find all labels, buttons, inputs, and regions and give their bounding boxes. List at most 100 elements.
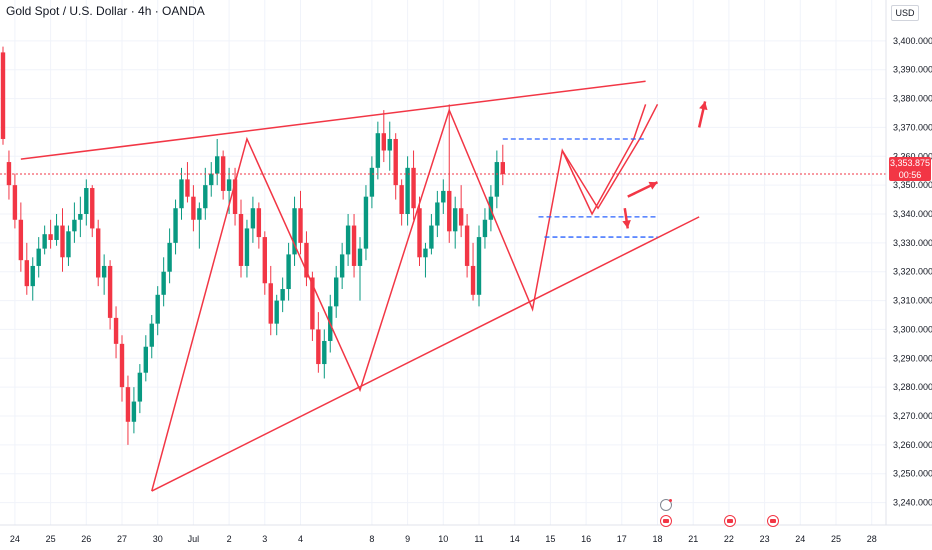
time-tick-label: 30 xyxy=(153,534,163,544)
candle-body xyxy=(84,188,89,214)
candle-body xyxy=(209,173,214,186)
candle-body xyxy=(66,231,71,258)
candle-body xyxy=(12,185,18,220)
candle-body xyxy=(155,294,160,324)
candle-body xyxy=(411,167,416,209)
candle-body xyxy=(250,208,256,229)
price-tick-label: 3,350.000 xyxy=(893,180,932,190)
time-tick-label: 9 xyxy=(405,534,410,544)
candle-body xyxy=(441,190,446,203)
currency-label[interactable]: USD xyxy=(891,5,919,21)
price-axis[interactable]: 3,240.000 3,250.000 3,260.000 3,270.000 3,28… xyxy=(893,36,932,508)
bolt-event-icon[interactable] xyxy=(660,499,672,511)
candle-body xyxy=(203,185,208,209)
candle-body xyxy=(90,188,95,229)
candle-body xyxy=(470,265,476,295)
arrow-down-head[interactable] xyxy=(622,219,631,229)
candle-body xyxy=(96,228,101,278)
candle-body xyxy=(334,277,339,307)
arrow-down-right-head[interactable] xyxy=(648,181,658,190)
time-tick-label: 14 xyxy=(510,534,520,544)
candle-body xyxy=(161,271,166,295)
grid-lines xyxy=(0,0,886,525)
candle-body xyxy=(54,225,59,240)
price-tick-label: 3,280.000 xyxy=(893,382,932,392)
symbol-title[interactable]: Gold Spot / U.S. Dollar · 4h · OANDA xyxy=(6,4,205,18)
candle-body xyxy=(137,372,143,402)
price-tick-label: 3,260.000 xyxy=(893,440,932,450)
candle-body xyxy=(256,208,262,238)
candle-body xyxy=(387,138,392,151)
time-tick-label: 24 xyxy=(795,534,805,544)
time-tick-label: 15 xyxy=(545,534,555,544)
candle-body xyxy=(316,329,321,365)
candle-body xyxy=(197,208,202,220)
price-tick-label: 3,340.000 xyxy=(893,209,932,219)
zigzag-pattern[interactable] xyxy=(151,104,647,492)
projection-path[interactable] xyxy=(561,103,659,210)
candle-body xyxy=(232,179,238,214)
time-tick-label: Jul xyxy=(188,534,200,544)
time-tick-label: 28 xyxy=(867,534,877,544)
time-tick-label: 4 xyxy=(298,534,303,544)
candle-body xyxy=(215,156,220,174)
price-tick-label: 3,250.000 xyxy=(893,469,932,479)
trendline-lower-support[interactable] xyxy=(151,216,700,492)
us-flag-event-icon[interactable] xyxy=(660,515,672,527)
candle-body xyxy=(447,190,452,232)
price-tick-label: 3,370.000 xyxy=(893,122,932,132)
candle-body xyxy=(405,167,410,214)
candle-body xyxy=(429,225,434,249)
candle-body xyxy=(363,196,369,249)
time-tick-label: 25 xyxy=(46,534,56,544)
time-tick-label: 27 xyxy=(117,534,127,544)
candle-body xyxy=(149,323,154,347)
candle-body xyxy=(220,156,226,191)
candle-body xyxy=(36,248,41,266)
time-axis[interactable]: 24 25 26 27 30 Jul 2 3 4 8 9 10 11 14 15 16 17 18 21 22 23 24… xyxy=(10,534,877,544)
candle-body xyxy=(375,133,381,168)
price-tick-label: 3,320.000 xyxy=(893,267,932,277)
trendline-upper-resistance[interactable] xyxy=(20,80,646,160)
time-tick-label: 26 xyxy=(81,534,91,544)
candle-body xyxy=(292,208,297,255)
time-tick-label: 18 xyxy=(652,534,662,544)
candle-body xyxy=(339,254,345,278)
candle-body xyxy=(381,133,386,151)
arrow-up-head[interactable] xyxy=(699,101,708,111)
last-price-tag: 3,353.875 00:56 xyxy=(889,157,931,181)
price-tick-label: 3,300.000 xyxy=(893,324,932,334)
candle-body xyxy=(399,185,404,214)
candle-body xyxy=(351,225,357,266)
time-tick-label: 8 xyxy=(369,534,374,544)
candle-body xyxy=(179,179,184,209)
candle-body xyxy=(72,219,77,232)
price-tick-label: 3,380.000 xyxy=(893,94,932,104)
bar-countdown: 00:56 xyxy=(898,170,922,180)
candle-body xyxy=(304,242,309,278)
price-tick-label: 3,400.000 xyxy=(893,36,932,46)
last-price-value: 3,353.875 xyxy=(889,158,931,168)
us-flag-event-icon[interactable] xyxy=(767,515,779,527)
candle-body xyxy=(78,214,83,220)
candle-body xyxy=(191,196,196,220)
price-tick-label: 3,360.000 xyxy=(893,151,932,161)
candle-body xyxy=(369,167,375,197)
candle-body xyxy=(310,277,315,330)
candle-body xyxy=(322,340,327,365)
price-tick-label: 3,390.000 xyxy=(893,65,932,75)
candle-body xyxy=(417,208,422,258)
candle-body xyxy=(18,219,24,261)
candle-body xyxy=(280,289,285,301)
time-tick-label: 25 xyxy=(831,534,841,544)
drawings-layer[interactable] xyxy=(20,80,708,492)
us-flag-event-icon[interactable] xyxy=(724,515,736,527)
price-tick-label: 3,240.000 xyxy=(893,498,932,508)
price-tick-label: 3,310.000 xyxy=(893,296,932,306)
time-tick-label: 22 xyxy=(724,534,734,544)
time-tick-label: 17 xyxy=(617,534,627,544)
time-tick-label: 16 xyxy=(581,534,591,544)
price-tick-label: 3,330.000 xyxy=(893,238,932,248)
candle-body xyxy=(435,202,440,226)
